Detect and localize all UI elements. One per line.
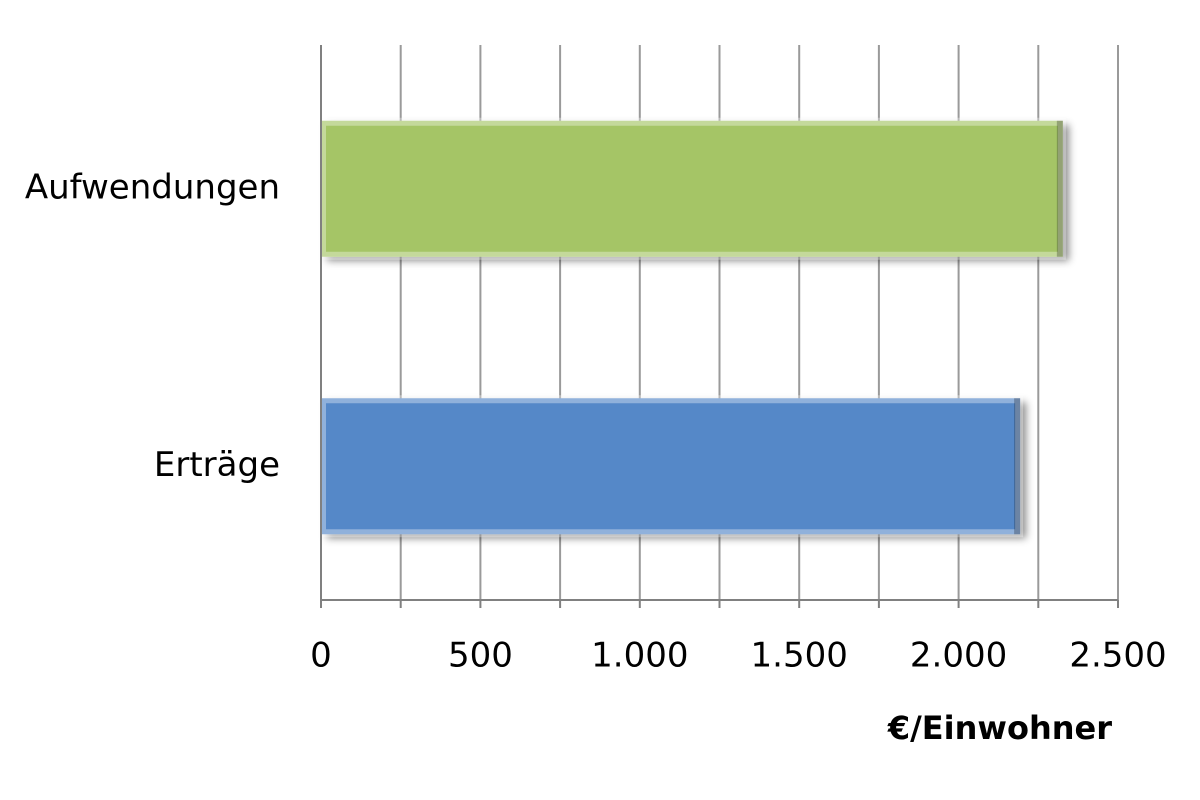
bar [321,120,1063,257]
y-tick-label: Erträge [154,445,280,485]
bar-edge [1056,120,1063,257]
x-tick-label: 0 [310,636,332,676]
x-tick-label: 1.000 [591,636,688,676]
x-tick-label: 2.500 [1069,636,1166,676]
bar [321,398,1021,535]
x-tick-label: 2.000 [910,636,1007,676]
bar-edge [1014,398,1021,535]
x-tick-label: 1.500 [751,636,848,676]
y-tick-label: Aufwendungen [25,167,280,207]
x-axis-title: €/Einwohner [887,709,1112,747]
x-tick-label: 500 [448,636,513,676]
